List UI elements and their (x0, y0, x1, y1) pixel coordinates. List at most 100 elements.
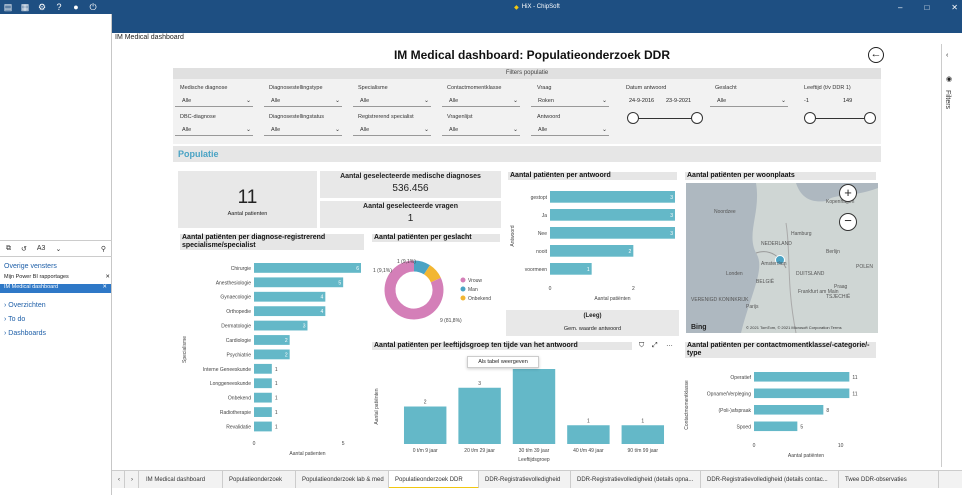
filter-icon[interactable]: ⛉ (639, 342, 644, 350)
x-axis-label: Aantal patiënten (594, 296, 630, 302)
arrow-left-icon: ← (871, 48, 882, 60)
tab-ddr-details-contact[interactable]: DDR-Registratievolledigheid (details con… (701, 471, 839, 489)
date-to-input[interactable]: 23-9-2021 (666, 98, 691, 104)
data-label: 1 (587, 267, 590, 273)
tick-label: 10 (838, 443, 844, 449)
chevron-down-icon[interactable]: ⌄ (55, 245, 61, 253)
date-slider-start[interactable] (627, 112, 639, 124)
age-to-input[interactable]: 149 (843, 98, 852, 104)
geslacht-select[interactable]: Alle ⌄ (710, 97, 788, 107)
user-icon[interactable]: ● (70, 0, 82, 14)
date-slider-track (633, 118, 697, 119)
gear-icon[interactable]: ⚙ (36, 0, 48, 14)
filter-pane-label: Filters (944, 90, 951, 109)
kpi-title: Aantal geselecteerde vragen (320, 203, 501, 210)
chevron-down-icon: ⌄ (246, 126, 251, 135)
help-icon[interactable]: ? (53, 0, 65, 14)
eye-icon[interactable]: ◉ (946, 75, 952, 83)
tick-label: Ja (542, 213, 548, 219)
zoom-out-button[interactable]: − (839, 213, 857, 231)
data-label: 3 (303, 324, 306, 330)
section-label: Populatie (173, 146, 881, 162)
filter-select[interactable]: Alle ⌄ (442, 126, 520, 136)
tab-ddr-details-opname[interactable]: DDR-Registratievolledigheid (details opn… (571, 471, 701, 489)
tab-scroll-right[interactable]: › (125, 471, 139, 489)
chart-contactmoment[interactable]: Aantal patiënten per contactmomentklasse… (683, 341, 878, 465)
history-icon[interactable]: ↺ (21, 245, 27, 253)
data-label: 1 (275, 381, 278, 387)
bar (254, 292, 325, 302)
tab-twee-ddr-observaties[interactable]: Twee DDR-observaties (839, 471, 939, 489)
filter-select[interactable]: Alle ⌄ (353, 126, 431, 136)
data-label: 4 (321, 295, 324, 301)
maximize-icon[interactable]: □ (924, 3, 929, 12)
nav-to-do[interactable]: › To do (4, 316, 25, 323)
y-axis-label: Contactmomentklasse (684, 380, 690, 430)
map-canvas[interactable]: VERENIGD KONINKRIJK Noordzee NEDERLAND D… (686, 183, 878, 333)
y-axis-label: Antwoord (510, 225, 516, 246)
age-from-input[interactable]: -1 (804, 98, 809, 104)
filter-select[interactable]: Alle ⌄ (353, 97, 431, 107)
tab-bar: ‹ › IM Medical dashboard Populatieonderz… (112, 470, 962, 488)
tab-scroll-left[interactable]: ‹ (112, 471, 125, 489)
copy-icon[interactable]: ⧉ (6, 245, 11, 253)
filter-select[interactable]: Alle ⌄ (442, 97, 520, 107)
chevron-down-icon: ⌄ (513, 97, 518, 106)
close-icon[interactable]: ✕ (951, 3, 958, 12)
chart-geslacht[interactable]: Aantal patiënten per geslacht 1 (9,1%) 1 … (370, 233, 502, 336)
chevron-down-icon: ⌄ (424, 126, 429, 135)
bar (550, 245, 633, 257)
nav-dashboards[interactable]: › Dashboards (4, 330, 46, 337)
tab-ddr-registratievolledigheid[interactable]: DDR-Registratievolledigheid (479, 471, 571, 489)
filter-select[interactable]: Alle ⌄ (175, 97, 253, 107)
window-title: ◆ HiX - ChipSoft (112, 0, 962, 14)
tick-label: Revalidatie (226, 424, 251, 430)
age-slider-end[interactable] (864, 112, 876, 124)
date-slider-end[interactable] (691, 112, 703, 124)
document-icon[interactable]: ▤ (2, 0, 14, 14)
grid-icon[interactable]: ▦ (19, 0, 31, 14)
power-icon[interactable]: ⏻ (87, 0, 99, 14)
nav-overzichten[interactable]: › Overzichten (4, 302, 46, 309)
search-icon[interactable]: ⚲ (101, 245, 106, 253)
chart-antwoord[interactable]: Aantal patiënten per antwoord gestopt 3 Ja… (506, 171, 679, 304)
filter-select[interactable]: Roken ⌄ (531, 97, 609, 107)
filter-select[interactable]: Alle ⌄ (531, 126, 609, 136)
minimize-icon[interactable]: – (898, 3, 902, 12)
data-label: 5 (338, 280, 341, 286)
close-icon[interactable]: ✕ (105, 274, 110, 280)
chart-specialisme[interactable]: Aantal patiënten per diagnose-registrere… (178, 233, 366, 465)
tab-im-medical-dashboard[interactable]: IM Medical dashboard (140, 471, 223, 489)
filter-label: Antwoord (537, 114, 560, 120)
close-icon[interactable]: ✕ (102, 284, 107, 293)
kpi-title: (Leeg) (506, 313, 679, 319)
font-size-select[interactable]: A3 (37, 245, 46, 252)
tab-populatieonderzoek-lab-med[interactable]: Populatieonderzoek lab & med (296, 471, 389, 489)
zoom-in-button[interactable]: + (839, 184, 857, 202)
age-slider-start[interactable] (804, 112, 816, 124)
tooltip: Als tabel weergeven (467, 356, 539, 368)
filter-select[interactable]: Alle ⌄ (175, 126, 253, 136)
map-label: Amsterdam (761, 261, 787, 267)
filter-select[interactable]: Alle ⌄ (264, 126, 342, 136)
tick-label: Cardiologie (226, 338, 252, 344)
bar (567, 425, 609, 444)
filter-label: Contactmomentklasse (447, 85, 501, 91)
list-item[interactable]: IM Medical dashboard ✕ (0, 284, 111, 293)
more-options-icon[interactable]: … (666, 341, 673, 348)
bar (254, 378, 272, 388)
chevron-left-icon[interactable]: ‹ (946, 52, 948, 59)
chevron-down-icon: ⌄ (781, 97, 786, 106)
focus-mode-icon[interactable]: ⤢ (652, 342, 658, 350)
map-svg: VERENIGD KONINKRIJK Noordzee NEDERLAND D… (686, 183, 878, 333)
tab-populatieonderzoek-ddr[interactable]: Populatieonderzoek DDR (389, 471, 479, 489)
map-label: BELGIË (756, 278, 775, 285)
data-label: 1 (9,1%) (397, 259, 416, 265)
data-label: 2 (629, 249, 632, 255)
date-from-input[interactable]: 24-9-2016 (629, 98, 654, 104)
tab-populatieonderzoek[interactable]: Populatieonderzoek (223, 471, 296, 489)
list-item[interactable]: Mijn Power BI rapportages ✕ (4, 274, 110, 280)
filter-select[interactable]: Alle ⌄ (264, 97, 342, 107)
back-button[interactable]: ← (868, 47, 884, 63)
bar (254, 364, 272, 374)
